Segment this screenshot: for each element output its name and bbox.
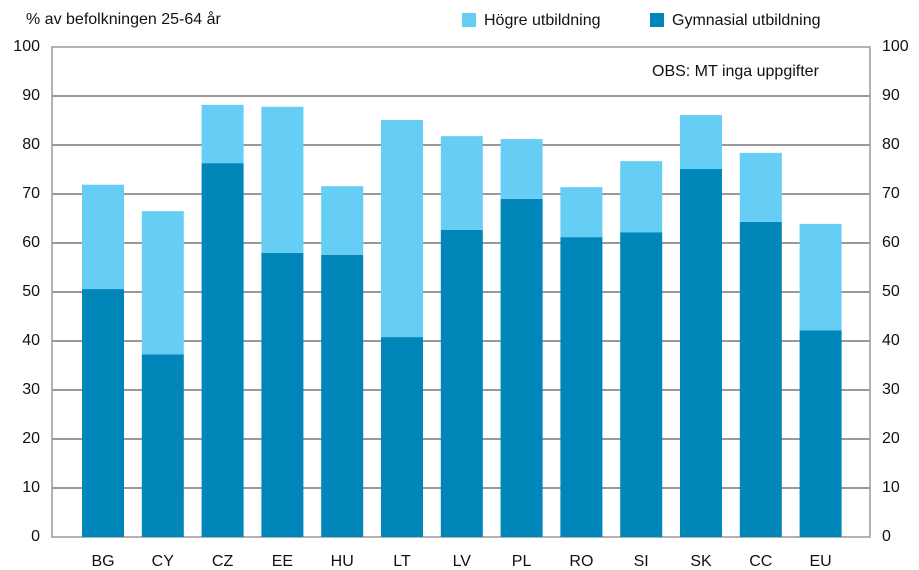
bar-segment [500, 198, 543, 537]
y-tick-label: 70 [22, 185, 40, 202]
x-tick-label: BG [91, 553, 114, 570]
x-tick-label: SI [634, 553, 649, 570]
annotation: OBS: MT inga uppgifter [652, 63, 820, 80]
bar-segment [141, 211, 184, 355]
y-tick-label: 10 [22, 479, 40, 496]
bar-segment [799, 330, 842, 537]
bar-segment [201, 104, 244, 164]
x-tick-label: EE [272, 553, 293, 570]
bar-segment [261, 106, 304, 253]
y2-tick-label: 60 [882, 234, 900, 251]
y-tick-label: 60 [22, 234, 40, 251]
y2-tick-label: 20 [882, 430, 900, 447]
y2-tick-label: 30 [882, 381, 900, 398]
legend-swatch [462, 13, 476, 27]
bar-segment [440, 229, 483, 537]
y2-tick-label: 100 [882, 38, 909, 55]
x-tick-label: EU [809, 553, 831, 570]
y2-tick-label: 0 [882, 528, 891, 545]
bar-segment [381, 120, 423, 338]
y2-tick-label: 80 [882, 136, 900, 153]
y2-tick-label: 40 [882, 332, 900, 349]
x-tick-label: CC [749, 553, 772, 570]
x-tick-label: CZ [212, 553, 234, 570]
bar-segment [321, 254, 364, 537]
bar-segment [141, 354, 184, 537]
bar-segment [560, 187, 603, 238]
y-tick-label: 20 [22, 430, 40, 447]
bar-segment [620, 161, 663, 233]
y-tick-label: 100 [13, 38, 40, 55]
y-tick-label: 30 [22, 381, 40, 398]
x-tick-label: RO [569, 553, 593, 570]
y2-tick-label: 50 [882, 283, 900, 300]
bar-segment [739, 221, 782, 537]
legend-label: Gymnasial utbildning [672, 12, 821, 29]
bar-segment [261, 252, 304, 538]
bar-segment [739, 152, 782, 222]
bar-segment [680, 115, 722, 170]
y2-tick-label: 70 [882, 185, 900, 202]
bar-segment [321, 186, 364, 255]
y-tick-label: 0 [31, 528, 40, 545]
bar-segment [799, 223, 842, 331]
y-tick-label: 40 [22, 332, 40, 349]
y-axis-label: % av befolkningen 25-64 år [26, 10, 221, 28]
y2-tick-label: 90 [882, 87, 900, 104]
legend-swatch [650, 13, 664, 27]
bar-segment [680, 169, 722, 537]
y-tick-label: 50 [22, 283, 40, 300]
bar-segment [620, 232, 663, 537]
x-tick-label: LV [453, 553, 472, 570]
x-tick-label: CY [152, 553, 175, 570]
legend-label: Högre utbildning [484, 12, 601, 29]
x-tick-label: HU [331, 553, 354, 570]
x-tick-label: PL [512, 553, 532, 570]
y-tick-label: 80 [22, 136, 40, 153]
bar-segment [201, 163, 244, 537]
bar-segment [82, 289, 124, 537]
bar-segment [381, 337, 423, 537]
y2-tick-label: 10 [882, 479, 900, 496]
y-tick-label: 90 [22, 87, 40, 104]
bar-segment [82, 184, 124, 290]
bar-segment [440, 136, 483, 230]
x-tick-label: LT [393, 553, 411, 570]
bar-segment [560, 237, 603, 537]
x-tick-label: SK [690, 553, 712, 570]
bar-segment [500, 139, 543, 199]
